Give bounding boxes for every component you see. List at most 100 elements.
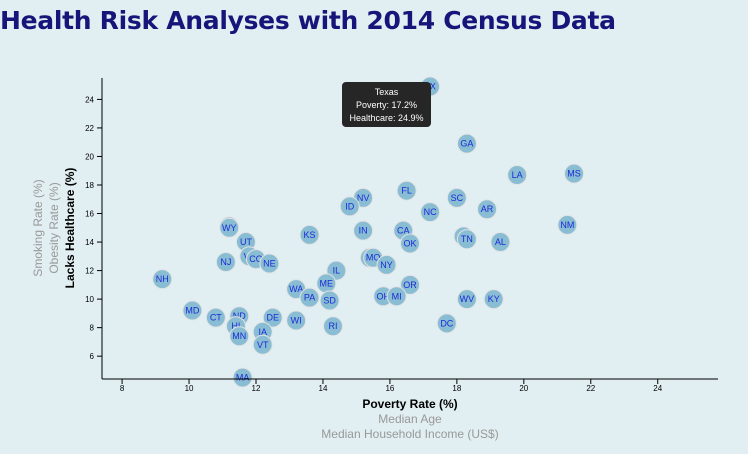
state-circle[interactable] xyxy=(205,307,226,328)
state-abbr-label: LA xyxy=(512,170,523,180)
state-marker-nh[interactable]: NH xyxy=(152,269,173,290)
state-circle[interactable] xyxy=(299,224,320,245)
x-axis-label-median-age[interactable]: Median Age xyxy=(378,412,442,426)
state-marker-nj[interactable]: NJ xyxy=(215,252,236,273)
state-abbr-label: CT xyxy=(210,313,222,323)
state-circle[interactable] xyxy=(420,202,441,223)
x-tick-label: 14 xyxy=(319,384,328,393)
y-axis-label-smoking[interactable]: Smoking Rate (%) xyxy=(31,179,45,276)
state-marker-sc[interactable]: SC xyxy=(446,187,467,208)
state-marker-ar[interactable]: AR xyxy=(477,199,497,220)
state-marker-al[interactable]: AL xyxy=(490,232,511,253)
state-marker-tn[interactable]: TN xyxy=(456,229,477,250)
state-circle[interactable] xyxy=(262,307,283,328)
x-axis-label-income[interactable]: Median Household Income (US$) xyxy=(321,427,498,441)
y-tick-label: 8 xyxy=(90,324,95,333)
state-circle[interactable] xyxy=(507,165,528,186)
state-marker-ne[interactable]: NE xyxy=(259,253,280,274)
state-marker-or[interactable]: OR xyxy=(400,274,420,295)
state-marker-pa[interactable]: PA xyxy=(299,287,320,308)
state-circle[interactable] xyxy=(456,133,477,154)
state-circle[interactable] xyxy=(219,217,240,238)
state-circle[interactable] xyxy=(376,254,397,275)
state-marker-wv[interactable]: WV xyxy=(456,289,477,310)
state-circle[interactable] xyxy=(400,233,420,254)
state-marker-de[interactable]: DE xyxy=(262,307,283,328)
state-circle[interactable] xyxy=(229,326,250,347)
state-abbr-label: MS xyxy=(567,169,581,179)
state-marker-wi[interactable]: WI xyxy=(286,310,307,331)
y-axis-label-healthcare[interactable]: Lacks Healthcare (%) xyxy=(63,168,77,289)
state-marker-ny[interactable]: NY xyxy=(376,254,397,275)
state-abbr-label: MO xyxy=(366,253,381,263)
y-tick-label: 18 xyxy=(85,181,94,190)
state-circle[interactable] xyxy=(299,287,320,308)
state-circle[interactable] xyxy=(182,300,203,321)
state-marker-ms[interactable]: MS xyxy=(564,163,585,184)
state-abbr-label: DC xyxy=(440,318,453,328)
state-marker-la[interactable]: LA xyxy=(507,165,528,186)
state-marker-ct[interactable]: CT xyxy=(205,307,226,328)
state-marker-in[interactable]: IN xyxy=(353,220,374,241)
state-circle[interactable] xyxy=(339,196,360,217)
state-abbr-label: WY xyxy=(222,223,237,233)
tooltip-poverty: Poverty: 17.2% xyxy=(355,100,418,110)
state-marker-md[interactable]: MD xyxy=(182,300,203,321)
state-circle[interactable] xyxy=(477,199,497,220)
state-marker-nm[interactable]: NM xyxy=(557,214,578,235)
state-circle[interactable] xyxy=(557,214,578,235)
state-marker-ri[interactable]: RI xyxy=(323,316,343,337)
state-marker-me[interactable]: ME xyxy=(316,273,337,294)
state-circle[interactable] xyxy=(456,229,477,250)
x-tick-label: 18 xyxy=(452,384,461,393)
state-circle[interactable] xyxy=(564,163,585,184)
state-circle[interactable] xyxy=(386,286,407,307)
state-abbr-label: RI xyxy=(329,321,338,331)
state-abbr-label: OK xyxy=(403,238,416,248)
state-marker-ga[interactable]: GA xyxy=(456,133,477,154)
state-abbr-label: NE xyxy=(263,258,276,268)
state-circle[interactable] xyxy=(319,290,340,311)
state-circle[interactable] xyxy=(436,313,457,334)
state-marker-id[interactable]: ID xyxy=(339,196,360,217)
state-marker-ok[interactable]: OK xyxy=(400,233,420,254)
state-abbr-label: KY xyxy=(488,294,500,304)
state-marker-fl[interactable]: FL xyxy=(396,180,417,201)
state-circle[interactable] xyxy=(152,269,173,290)
state-circle[interactable] xyxy=(259,253,280,274)
state-marker-ks[interactable]: KS xyxy=(299,224,320,245)
state-marker-sd[interactable]: SD xyxy=(319,290,340,311)
state-marker-wy[interactable]: WY xyxy=(219,217,240,238)
x-axis-label-poverty[interactable]: Poverty Rate (%) xyxy=(362,397,457,411)
state-marker-mn[interactable]: MN xyxy=(229,326,250,347)
state-marker-vt[interactable]: VT xyxy=(252,334,273,355)
state-marker-mi[interactable]: MI xyxy=(386,286,407,307)
state-circle[interactable] xyxy=(215,252,236,273)
state-circle[interactable] xyxy=(396,180,417,201)
y-axis-label-obesity[interactable]: Obesity Rate (%) xyxy=(47,182,61,273)
state-circle[interactable] xyxy=(446,187,467,208)
state-abbr-label: AR xyxy=(481,204,494,214)
state-circle[interactable] xyxy=(323,316,343,337)
state-abbr-label: CO xyxy=(249,254,263,264)
state-marker-nc[interactable]: NC xyxy=(420,202,441,223)
state-circle[interactable] xyxy=(456,289,477,310)
state-abbr-label: HI xyxy=(231,321,240,331)
state-circle[interactable] xyxy=(483,289,504,310)
state-circle[interactable] xyxy=(232,367,253,388)
state-marker-ky[interactable]: KY xyxy=(483,289,504,310)
state-abbr-label: NH xyxy=(156,274,169,284)
state-circle[interactable] xyxy=(400,274,420,295)
state-abbr-label: NV xyxy=(357,193,370,203)
state-circle[interactable] xyxy=(286,310,307,331)
state-marker-dc[interactable]: DC xyxy=(436,313,457,334)
state-abbr-label: MN xyxy=(232,331,246,341)
state-abbr-label: SD xyxy=(323,296,336,306)
state-abbr-label: OR xyxy=(403,280,417,290)
state-abbr-label: IN xyxy=(359,226,368,236)
state-circle[interactable] xyxy=(252,334,273,355)
state-abbr-label: AL xyxy=(495,237,506,247)
state-marker-ma[interactable]: MA xyxy=(232,367,253,388)
state-circle[interactable] xyxy=(353,220,374,241)
state-circle[interactable] xyxy=(490,232,511,253)
